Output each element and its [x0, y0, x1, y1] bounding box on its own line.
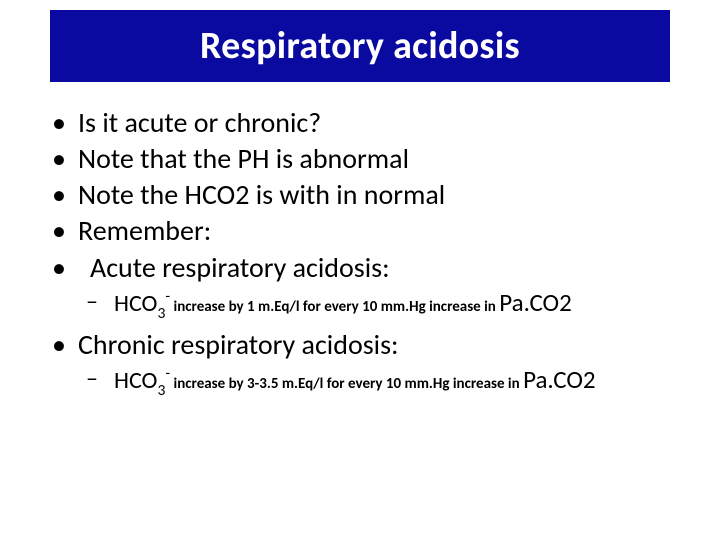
acute-rule-end: Pa.CO2 — [499, 287, 572, 318]
chronic-rule-end: Pa.CO2 — [523, 364, 596, 395]
sub-bullet-item: HCO3- increase by 3-3.5 m.Eq/l for every… — [50, 364, 686, 399]
chronic-rule: HCO3- increase by 3-3.5 m.Eq/l for every… — [114, 366, 596, 395]
hco3-label: HCO — [114, 366, 157, 395]
chronic-rule-text: increase by 3-3.5 m.Eq/l for every 10 mm… — [170, 375, 523, 393]
acute-rule-text: increase by 1 m.Eq/l for every 10 mm.Hg … — [170, 298, 499, 316]
bullet-list-2: Chronic respiratory acidosis: — [50, 328, 686, 362]
bullet-item: Note the HCO2 is with in normal — [50, 178, 686, 212]
bullet-item: Is it acute or chronic? — [50, 106, 686, 140]
sub-bullet-list: HCO3- increase by 1 m.Eq/l for every 10 … — [50, 287, 686, 322]
hco3-superscript: - — [165, 287, 170, 306]
sub-bullet-list-2: HCO3- increase by 3-3.5 m.Eq/l for every… — [50, 364, 686, 399]
acute-rule: HCO3- increase by 1 m.Eq/l for every 10 … — [114, 289, 572, 318]
title-band: Respiratory acidosis — [50, 10, 670, 82]
sub-bullet-item: HCO3- increase by 1 m.Eq/l for every 10 … — [50, 287, 686, 322]
bullet-item: Chronic respiratory acidosis: — [50, 328, 686, 362]
hco3-subscript: 3 — [157, 381, 165, 400]
slide-title: Respiratory acidosis — [200, 23, 520, 69]
slide: Respiratory acidosis Is it acute or chro… — [0, 0, 720, 540]
hco3-label: HCO — [114, 289, 157, 318]
bullet-item: Note that the PH is abnormal — [50, 142, 686, 176]
slide-body: Is it acute or chronic? Note that the PH… — [50, 106, 686, 400]
bullet-item: Remember: — [50, 214, 686, 248]
hco3-superscript: - — [165, 364, 170, 383]
bullet-list: Is it acute or chronic? Note that the PH… — [50, 106, 686, 285]
bullet-item: Acute respiratory acidosis: — [50, 251, 686, 285]
hco3-subscript: 3 — [157, 304, 165, 323]
